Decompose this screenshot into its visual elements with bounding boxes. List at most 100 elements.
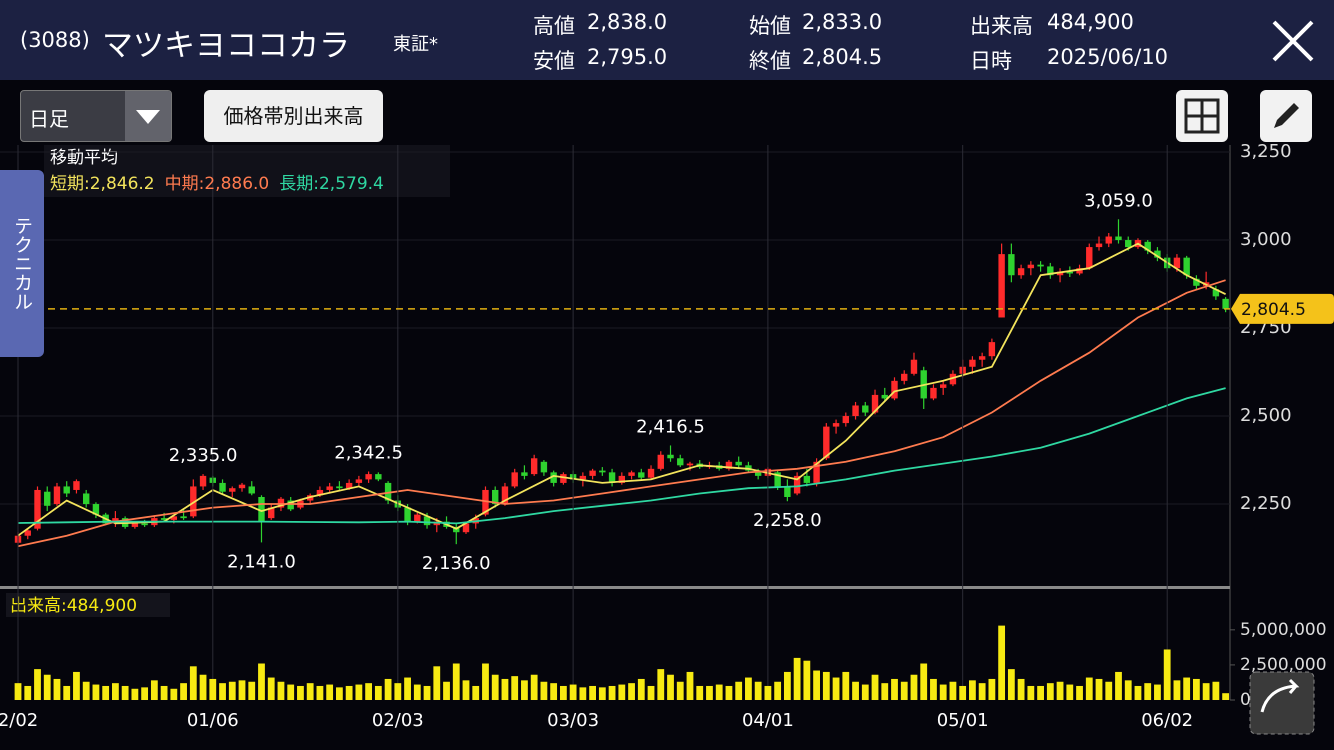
volume-bar	[978, 683, 986, 700]
y-tick-label: 2,500	[1240, 405, 1292, 426]
share-icon[interactable]	[1249, 671, 1315, 735]
x-tick-label: 03/03	[547, 710, 599, 731]
volume-bar	[384, 678, 392, 700]
candle-body	[579, 475, 587, 480]
volume-bar	[764, 685, 772, 700]
volume-bar	[258, 663, 265, 700]
draw-icon[interactable]	[1260, 90, 1312, 142]
candle-body	[969, 359, 976, 367]
draw-button[interactable]	[1260, 90, 1312, 142]
stat-label: 始値	[749, 14, 791, 38]
candle-body	[910, 359, 918, 374]
period-dropdown[interactable]: 日足	[20, 90, 172, 142]
layout-button[interactable]	[1176, 90, 1228, 142]
volume-bar	[209, 678, 217, 700]
candle-body	[1086, 247, 1093, 269]
annotation: 3,059.0	[1084, 190, 1153, 211]
candle-body	[998, 254, 1005, 318]
volume-bar	[803, 660, 811, 700]
volume-bar	[813, 670, 820, 700]
annotation: 2,141.0	[227, 551, 296, 572]
volume-bar	[491, 674, 499, 700]
candle-body	[842, 416, 850, 424]
volume-bar	[861, 684, 869, 700]
volume-bar	[696, 685, 704, 700]
candle-body	[1144, 241, 1151, 251]
arrow-shape[interactable]	[136, 110, 160, 124]
share-icon-arrow[interactable]	[1260, 678, 1300, 713]
volume-bar	[939, 684, 947, 700]
candle-body	[141, 523, 148, 526]
candle-body	[1183, 257, 1190, 276]
last-price-badge	[1231, 293, 1334, 324]
dropdown-arrow-icon[interactable]	[125, 91, 171, 141]
volume-bar	[1076, 685, 1083, 700]
volume-bar	[725, 685, 733, 700]
market: 東証*	[393, 34, 438, 55]
candle-body	[1173, 257, 1181, 269]
volume-bar	[170, 688, 178, 700]
dropdown-arrow[interactable]	[125, 91, 171, 141]
candle-body	[44, 491, 51, 506]
candle-body	[939, 384, 947, 388]
volume-bar	[1027, 685, 1035, 700]
candle-body	[725, 461, 733, 469]
volume-bar	[141, 687, 149, 700]
candle-body	[423, 516, 431, 526]
stat-value: 2,804.5	[802, 45, 883, 69]
layout-cross[interactable]	[1186, 100, 1218, 132]
volume-bar	[618, 684, 626, 700]
volume-bar	[891, 678, 898, 700]
candle-body	[34, 489, 41, 529]
candle-body	[862, 405, 869, 413]
layout-icon[interactable]	[1176, 90, 1228, 142]
candle-body	[978, 356, 986, 360]
volume-bar	[306, 683, 314, 700]
candle-body	[667, 454, 674, 459]
volume-bar	[1085, 677, 1093, 700]
annotation: 2,416.5	[636, 416, 705, 437]
volume-bar	[988, 678, 996, 700]
candle-body	[1076, 268, 1083, 274]
volume-bar	[745, 677, 752, 700]
candle-body	[1008, 254, 1015, 276]
volume-bar	[754, 681, 762, 700]
candle-body	[92, 504, 100, 515]
volume-bar	[277, 681, 285, 700]
candle-body	[1095, 243, 1103, 248]
candle-body	[774, 472, 781, 487]
pencil-shape[interactable]	[1274, 103, 1299, 128]
volume-bar	[34, 669, 41, 700]
volume-bar	[1193, 678, 1200, 700]
volume-profile-button[interactable]: 価格帯別出来高	[204, 90, 383, 142]
volume-bar	[404, 677, 411, 700]
volume-bar	[1037, 685, 1044, 700]
volume-bar	[443, 681, 450, 700]
close-icon[interactable]	[1272, 20, 1314, 62]
period-label[interactable]: 日足	[29, 107, 69, 131]
close-button[interactable]	[1270, 18, 1316, 64]
volume-bar	[335, 687, 343, 700]
candle-body	[1115, 236, 1122, 241]
ma-line	[17, 279, 1226, 548]
volume-bar	[316, 685, 324, 700]
volume-bar	[521, 680, 528, 700]
volume-bar	[598, 687, 606, 700]
volume-bar	[1134, 685, 1142, 700]
volume-bar	[1202, 683, 1210, 700]
share-icon-box[interactable]	[1249, 671, 1315, 735]
candle-body	[677, 458, 684, 466]
volume-bar	[482, 663, 489, 700]
stat-label: 高値	[533, 14, 575, 38]
candle-body	[73, 481, 80, 490]
candle-body	[638, 472, 645, 478]
volume-bar	[1095, 678, 1103, 700]
candle-body	[599, 470, 606, 473]
volume-bar	[589, 685, 597, 700]
annotation: 2,258.0	[753, 510, 822, 531]
candle-body	[63, 486, 70, 494]
technical-tab[interactable]: テクニカル	[0, 170, 44, 357]
volume-bar	[559, 685, 567, 700]
candle-body	[492, 489, 499, 505]
ma-legend-label: 長期:2,579.4	[279, 174, 384, 194]
